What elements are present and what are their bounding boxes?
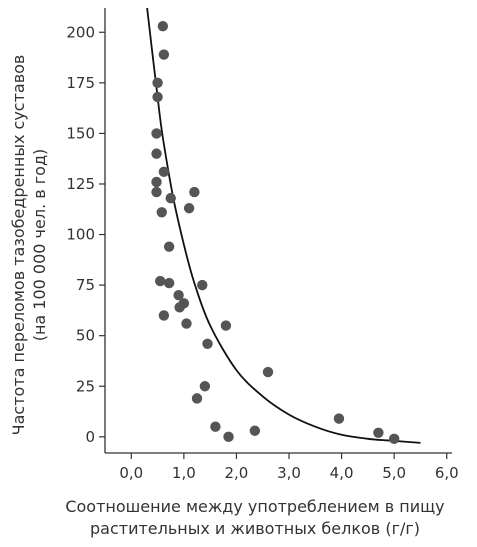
- y-tick-label: 75: [76, 276, 95, 294]
- y-axis-label-line-2: (на 100 000 чел. в год): [30, 149, 49, 342]
- y-tick-label: 100: [66, 226, 95, 244]
- x-tick-label: 1,0: [172, 464, 196, 482]
- axes: [104, 8, 452, 454]
- data-point: [191, 393, 203, 404]
- x-axis-title: Соотношение между употреблением в пищу ра…: [65, 497, 444, 538]
- y-axis-title: Частота переломов тазобедренных суставов…: [9, 55, 49, 436]
- data-point: [202, 338, 213, 349]
- y-tick-label: 25: [76, 377, 95, 395]
- data-point: [199, 381, 211, 392]
- data-point: [197, 279, 208, 291]
- data-point: [220, 320, 232, 331]
- data-point: [151, 176, 162, 188]
- data-point: [174, 302, 185, 313]
- ticks: 0 25 50 75 100 125 150 175 200 0,0 1,0 2,0 3,0 4,0 5,0…: [66, 23, 458, 482]
- data-point: [158, 49, 170, 60]
- data-point: [181, 318, 192, 329]
- y-axis-label: Частота переломов тазобедренных суставов…: [9, 55, 49, 436]
- data-point: [155, 275, 166, 287]
- data-point: [151, 128, 162, 139]
- x-tick-label: 6,0: [435, 464, 459, 482]
- data-point: [158, 310, 170, 321]
- data-point: [157, 21, 169, 32]
- data-point: [189, 186, 200, 198]
- data-point: [249, 425, 261, 436]
- x-tick-label: 4,0: [330, 464, 354, 482]
- data-point: [158, 166, 170, 178]
- data-point: [165, 192, 176, 204]
- data-point: [333, 413, 345, 424]
- y-tick-label: 200: [66, 23, 95, 41]
- x-axis-label-line-1: Соотношение между употреблением в пищу: [65, 497, 444, 516]
- x-tick-label: 2,0: [225, 464, 249, 482]
- data-point: [151, 186, 162, 198]
- trend-curve-group: [146, 7, 421, 444]
- data-point: [152, 91, 163, 103]
- data-point: [151, 148, 162, 159]
- y-tick-label: 175: [66, 74, 95, 92]
- data-point: [210, 421, 221, 432]
- data-point: [163, 241, 175, 252]
- trend-curve: [146, 7, 421, 444]
- x-axis-label: Соотношение между употреблением в пищу ра…: [65, 497, 444, 538]
- data-points: [151, 21, 400, 445]
- data-point: [388, 433, 400, 445]
- y-axis-label-line-1: Частота переломов тазобедренных суставов: [9, 55, 28, 436]
- data-point: [163, 277, 175, 289]
- y-tick-label: 0: [85, 428, 95, 446]
- data-point: [183, 203, 195, 214]
- data-point: [373, 427, 384, 438]
- data-point: [223, 431, 234, 443]
- x-tick-label: 3,0: [277, 464, 301, 482]
- y-tick-label: 150: [66, 124, 95, 142]
- x-axis-label-line-2: растительных и животных белков (г/г): [90, 519, 420, 538]
- x-tick-label: 0,0: [119, 464, 143, 482]
- y-tick-label: 50: [76, 327, 95, 345]
- data-point: [152, 77, 163, 89]
- y-tick-label: 125: [66, 175, 95, 193]
- x-tick-label: 5,0: [382, 464, 406, 482]
- data-point: [156, 207, 167, 218]
- data-point: [262, 366, 274, 378]
- data-point: [173, 290, 184, 301]
